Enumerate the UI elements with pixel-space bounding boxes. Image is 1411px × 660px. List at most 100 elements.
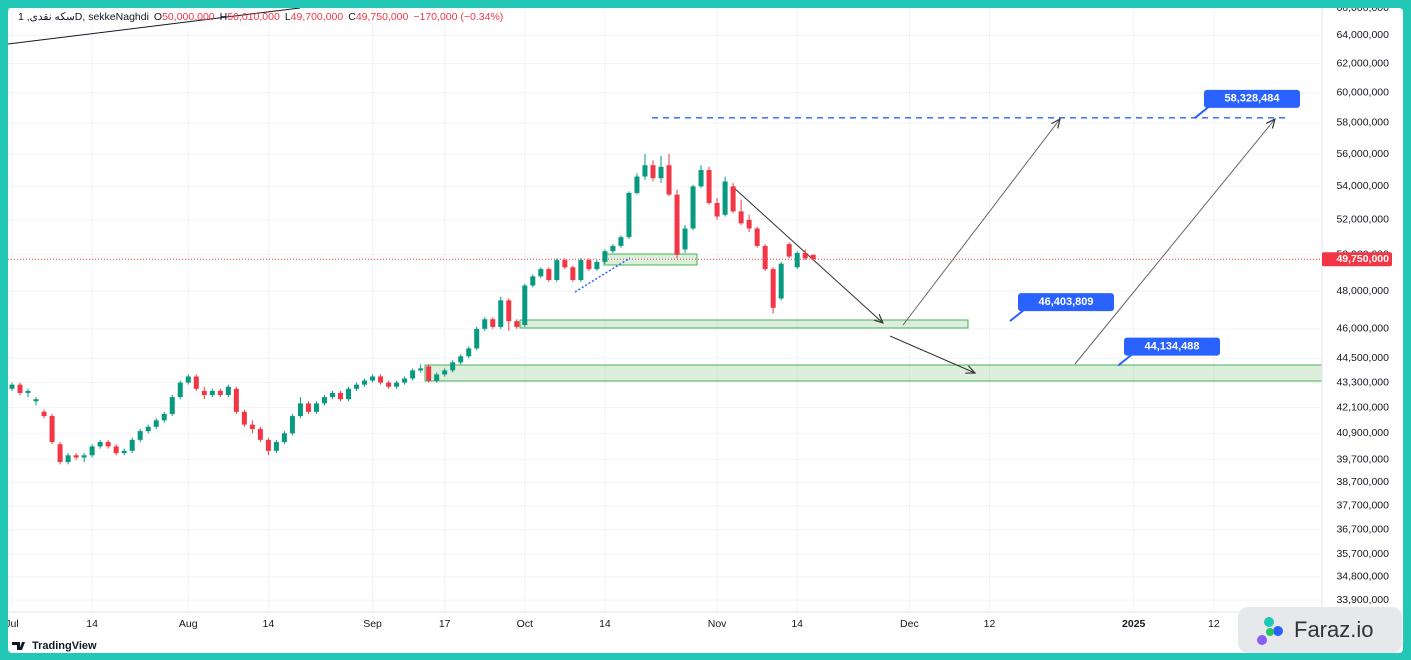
- ohlc-key: O: [154, 11, 162, 23]
- candle-body: [225, 386, 231, 396]
- y-tick-label: 37,700,000: [1336, 499, 1389, 511]
- candle-body: [674, 194, 680, 255]
- candle-body: [554, 260, 560, 280]
- candle-body: [233, 388, 239, 412]
- candle-body: [97, 442, 103, 447]
- candle-body: [209, 390, 215, 396]
- watermark-badge: [1238, 607, 1402, 653]
- candle-body: [281, 433, 287, 443]
- last-price-label: 49,750,000: [1336, 253, 1389, 265]
- candle-body: [802, 252, 808, 259]
- brand: TradingView: [32, 640, 97, 652]
- candle-body: [698, 170, 704, 187]
- candle-body: [378, 376, 384, 383]
- candle-body: [434, 374, 440, 381]
- candle-body: [193, 376, 199, 389]
- axes: 66,000,000 64,000,000 62,000,000 60,000,000…: [5, 8, 1403, 635]
- candle-body: [466, 348, 472, 357]
- ohlc-key: H: [220, 11, 228, 23]
- candle-body: [746, 219, 752, 229]
- drawings: [8, 8, 1322, 382]
- x-tick-label: 14: [791, 618, 803, 630]
- candle-body: [722, 181, 728, 215]
- candle-body: [442, 370, 448, 375]
- y-tick-label: 56,000,000: [1336, 148, 1389, 160]
- candle-body: [682, 228, 688, 250]
- price-label: 58,328,484: [1224, 93, 1280, 105]
- candle-body: [362, 380, 368, 385]
- candle-body: [65, 455, 71, 462]
- y-tick-label: 40,900,000: [1336, 427, 1389, 439]
- candle-body: [81, 455, 87, 458]
- candle-body: [313, 403, 319, 412]
- arrow: [1074, 119, 1275, 365]
- candle-body: [201, 390, 207, 396]
- candle-body: [570, 267, 576, 280]
- candle-body: [289, 416, 295, 434]
- candle-body: [386, 382, 392, 387]
- x-tick-label: Dec: [900, 618, 919, 630]
- candle-body: [265, 439, 271, 451]
- candle-body: [257, 428, 263, 440]
- candle-body: [514, 321, 520, 327]
- y-tick-label: 58,000,000: [1336, 117, 1389, 129]
- candle-body: [810, 254, 816, 260]
- x-tick-label: 12: [984, 618, 996, 630]
- x-tick-label: Jul: [5, 618, 18, 630]
- candle-body: [626, 192, 632, 238]
- candle-body: [25, 390, 31, 393]
- y-tick-label: 62,000,000: [1336, 57, 1389, 69]
- x-tick-label: Sep: [363, 618, 382, 630]
- zone: [519, 319, 969, 329]
- candle-body: [338, 392, 344, 400]
- candle-body: [450, 362, 456, 371]
- candle-body: [474, 328, 480, 349]
- trend-line: [8, 8, 301, 45]
- candle-body: [105, 442, 111, 447]
- candle-body: [410, 370, 416, 379]
- candle-body: [418, 368, 424, 371]
- candle-body: [9, 384, 15, 389]
- candle-body: [113, 446, 119, 454]
- y-tick-label: 60,000,000: [1336, 86, 1389, 98]
- candle-body: [329, 392, 335, 398]
- ohlc-key: C: [348, 11, 356, 23]
- y-tick-label: 36,700,000: [1336, 523, 1389, 535]
- candle-body: [17, 384, 23, 393]
- last-price-box: [1322, 252, 1392, 267]
- candle-body: [153, 420, 159, 427]
- price-label-box: [1124, 337, 1220, 356]
- candle-body: [618, 237, 624, 246]
- ohlc-value: 50,010,000: [227, 11, 280, 23]
- ohlc-value: 49,700,000: [291, 11, 344, 23]
- y-tick-label: 44,500,000: [1336, 352, 1389, 364]
- y-tick-label: 42,100,000: [1336, 401, 1389, 413]
- zone: [603, 253, 698, 266]
- price-label-box: [1018, 293, 1114, 312]
- watermark: Faraz.io: [1294, 617, 1373, 642]
- candle-body: [426, 366, 432, 381]
- dotted-line: [574, 257, 631, 293]
- header: سکه نقدی, 1D, sekkeNaghdi O50,000,000 H50,…: [18, 11, 503, 23]
- candle-body: [778, 263, 784, 299]
- y-tick-label: 48,000,000: [1336, 285, 1389, 297]
- candle-body: [394, 382, 400, 387]
- y-tick-label: 64,000,000: [1336, 29, 1389, 41]
- candle-body: [458, 356, 464, 363]
- arrow: [889, 335, 975, 373]
- candle-body: [346, 388, 352, 400]
- candle-body: [321, 397, 327, 404]
- candle-body: [506, 300, 512, 322]
- candle-body: [690, 186, 696, 229]
- candle-body: [762, 245, 768, 270]
- candle-body: [786, 244, 792, 257]
- candle-body: [57, 444, 63, 462]
- candle-body: [185, 376, 191, 383]
- candle-body: [89, 446, 95, 456]
- candle-body: [650, 165, 656, 179]
- candle-body: [249, 424, 255, 429]
- candle-body: [241, 411, 247, 425]
- candle-body: [706, 170, 712, 203]
- candle-body: [137, 431, 143, 440]
